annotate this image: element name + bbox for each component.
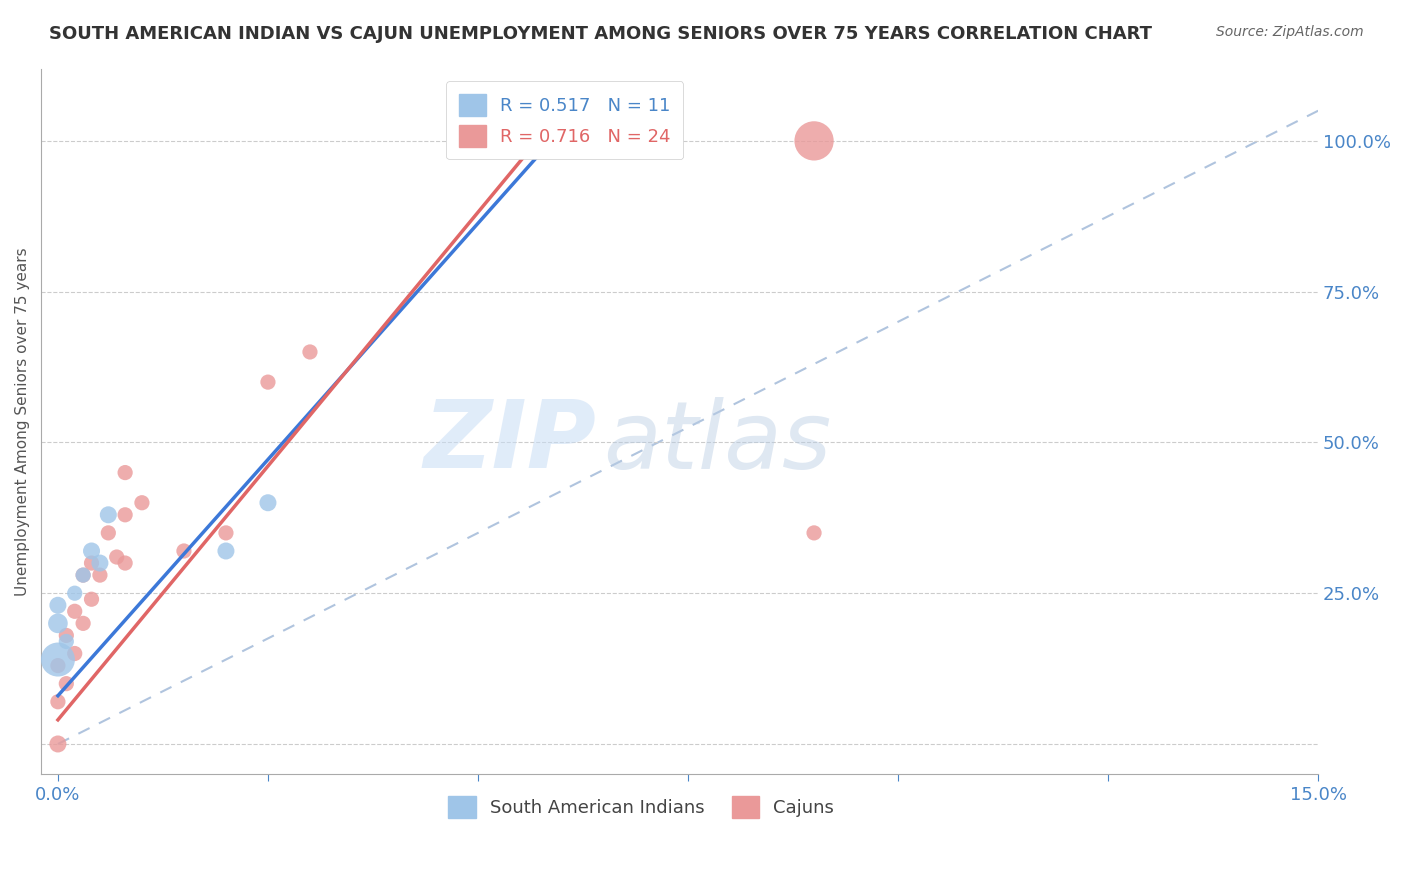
Point — [72, 568, 94, 582]
Point — [46, 599, 69, 613]
Point — [63, 604, 86, 618]
Point — [46, 695, 69, 709]
Point — [105, 549, 128, 564]
Point — [215, 544, 238, 558]
Point — [72, 616, 94, 631]
Point — [298, 345, 321, 359]
Point — [80, 556, 103, 570]
Y-axis label: Unemployment Among Seniors over 75 years: Unemployment Among Seniors over 75 years — [15, 247, 30, 596]
Point — [63, 647, 86, 661]
Point — [63, 586, 86, 600]
Point — [55, 676, 77, 690]
Point — [55, 634, 77, 648]
Text: atlas: atlas — [603, 397, 831, 488]
Point — [89, 556, 111, 570]
Point — [257, 375, 280, 389]
Text: SOUTH AMERICAN INDIAN VS CAJUN UNEMPLOYMENT AMONG SENIORS OVER 75 YEARS CORRELAT: SOUTH AMERICAN INDIAN VS CAJUN UNEMPLOYM… — [49, 25, 1152, 43]
Point — [114, 508, 136, 522]
Point — [97, 525, 120, 540]
Point — [131, 496, 153, 510]
Legend: South American Indians, Cajuns: South American Indians, Cajuns — [441, 789, 841, 825]
Point — [114, 466, 136, 480]
Point — [803, 525, 825, 540]
Point — [46, 658, 69, 673]
Text: Source: ZipAtlas.com: Source: ZipAtlas.com — [1216, 25, 1364, 39]
Point — [257, 496, 280, 510]
Point — [80, 592, 103, 607]
Point — [215, 525, 238, 540]
Text: ZIP: ZIP — [423, 396, 596, 489]
Point — [46, 616, 69, 631]
Point — [72, 568, 94, 582]
Point — [97, 508, 120, 522]
Point — [55, 628, 77, 642]
Point — [803, 134, 825, 148]
Point — [46, 652, 69, 666]
Point — [89, 568, 111, 582]
Point — [80, 544, 103, 558]
Point — [46, 737, 69, 751]
Point — [173, 544, 195, 558]
Point — [114, 556, 136, 570]
